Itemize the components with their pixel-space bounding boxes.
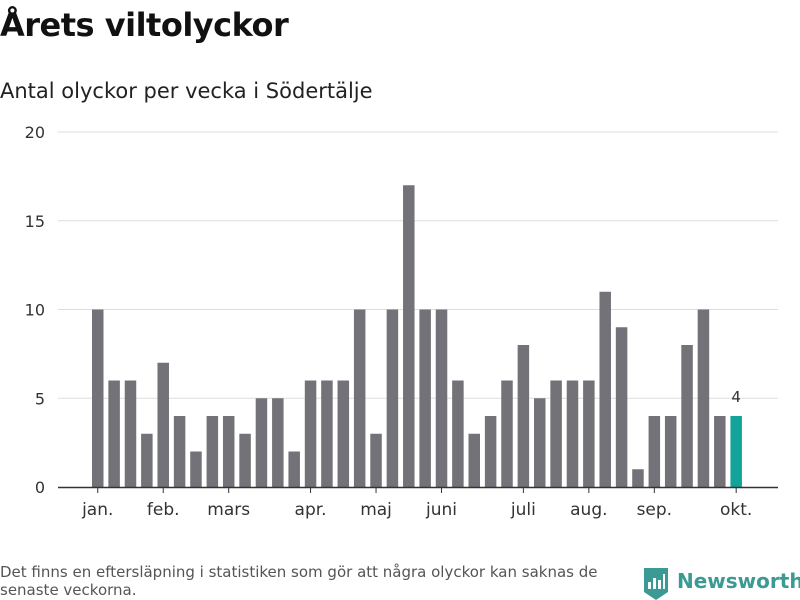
bar-highlight — [730, 416, 742, 487]
bar — [484, 416, 497, 487]
bar — [697, 309, 710, 487]
newsworthy-logo[interactable]: Newsworthy — [644, 568, 800, 600]
bar — [353, 309, 366, 487]
bar — [533, 398, 546, 487]
bar — [550, 380, 562, 487]
chart-subtitle: Antal olyckor per vecka i Södertälje — [0, 79, 373, 103]
bar — [714, 416, 726, 487]
gridlines: 0 5 10 15 20 — [25, 123, 778, 497]
bar — [255, 398, 268, 487]
bar — [583, 380, 595, 487]
chart-title: Årets viltolyckor — [0, 6, 289, 44]
bar — [517, 345, 530, 487]
bar — [386, 309, 399, 487]
bar — [337, 380, 350, 487]
x-tick-label: juli — [510, 500, 536, 520]
bar — [501, 380, 513, 487]
y-tick-label: 15 — [25, 212, 45, 231]
x-tick-label: apr. — [295, 500, 327, 520]
bar — [108, 380, 120, 487]
bar — [124, 380, 137, 487]
y-tick-label: 20 — [25, 123, 45, 142]
x-axis: jan. feb. mars apr. maj juni juli aug. sep. okt. — [58, 486, 778, 520]
bar — [468, 433, 481, 487]
bar — [452, 380, 464, 487]
x-tick-label: juni — [425, 500, 457, 520]
x-tick-label: jan. — [81, 500, 113, 520]
bar — [288, 451, 300, 487]
footnote: Det finns en eftersläpning i statistiken… — [0, 563, 598, 599]
bar — [222, 416, 235, 487]
bar — [599, 291, 611, 487]
newsworthy-logo-text: Newsworthy — [677, 569, 800, 593]
bar — [435, 309, 448, 487]
y-tick-label: 5 — [35, 389, 45, 408]
bar — [566, 380, 579, 487]
x-tick-label: okt. — [720, 500, 752, 520]
bar — [272, 398, 284, 487]
bar — [615, 327, 628, 487]
y-tick-label: 10 — [25, 301, 45, 320]
highlight-data-label: 4 — [731, 388, 741, 406]
bars: 4 — [92, 185, 742, 487]
x-tick-label: mars — [207, 500, 250, 520]
bar — [304, 380, 317, 487]
bar — [239, 433, 251, 487]
x-tick-label: feb. — [147, 500, 180, 520]
bar — [681, 345, 693, 487]
bar — [370, 433, 382, 487]
newsworthy-logo-icon — [644, 568, 668, 600]
bar — [173, 416, 186, 487]
bar — [648, 416, 661, 487]
bar — [664, 416, 677, 487]
bar — [632, 469, 644, 487]
bar — [206, 416, 219, 487]
x-tick-label: maj — [360, 500, 392, 520]
bar — [419, 309, 431, 487]
bar — [141, 433, 153, 487]
x-tick-label: aug. — [570, 500, 607, 520]
bar — [321, 380, 333, 487]
bar — [403, 185, 415, 487]
bar — [157, 362, 169, 487]
x-tick-label: sep. — [637, 500, 673, 520]
bar — [92, 309, 104, 487]
bar — [190, 451, 202, 487]
y-tick-label: 0 — [35, 478, 45, 497]
